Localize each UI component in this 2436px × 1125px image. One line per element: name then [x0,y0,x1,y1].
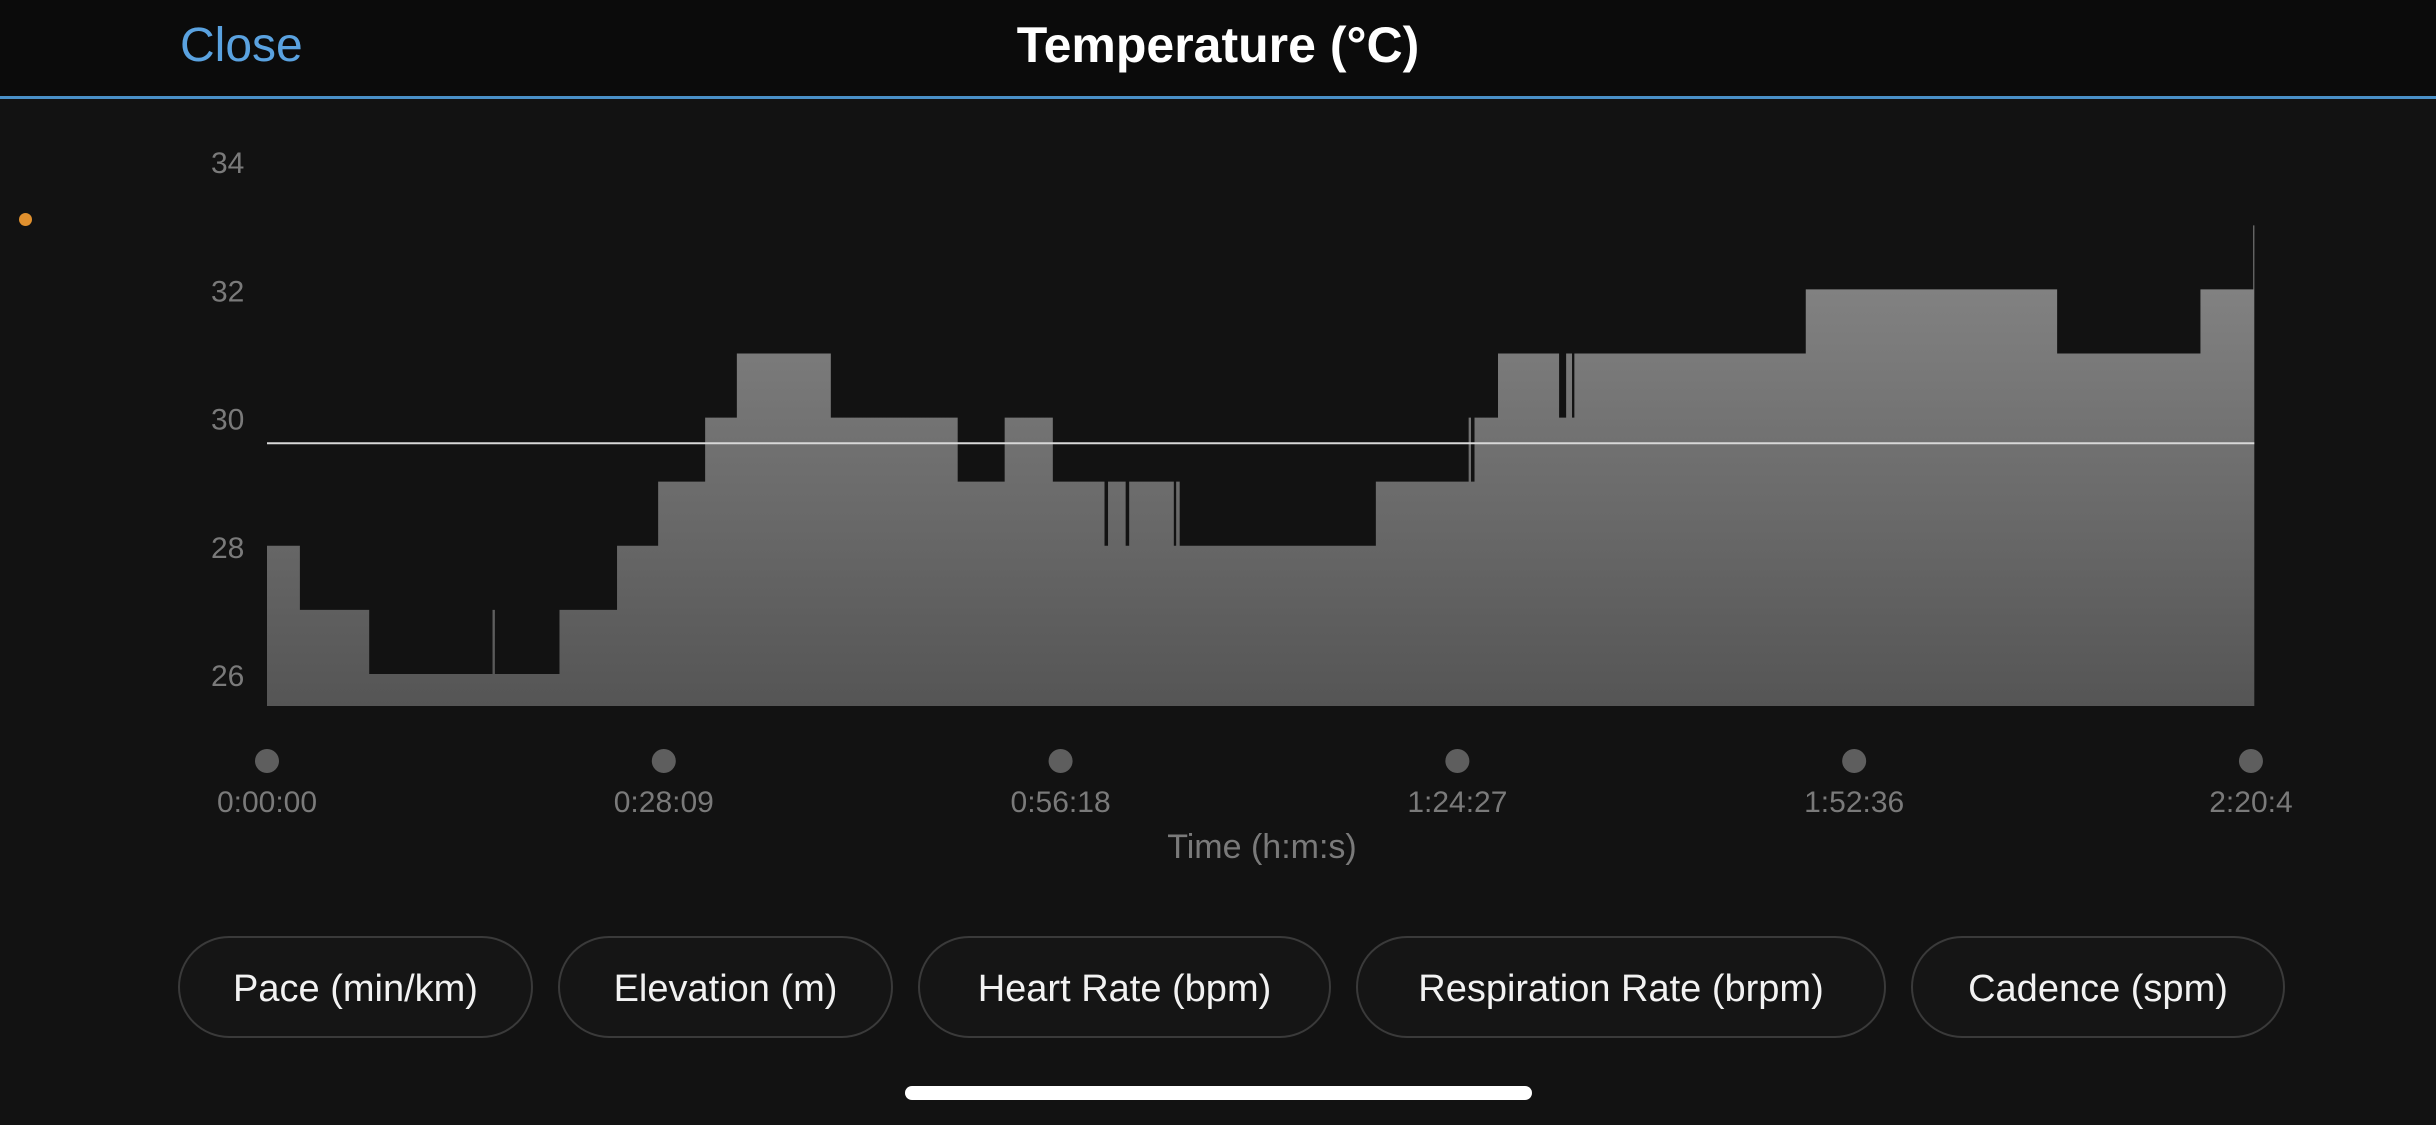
x-tick-label: 1:24:27 [1407,786,1507,819]
y-axis-ticks: 26 28 30 32 34 [211,147,244,693]
chip-heart-rate[interactable]: Heart Rate (bpm) [918,936,1331,1038]
x-tick-marker [1048,749,1073,773]
home-indicator [905,1086,1532,1100]
metric-selector: Pace (min/km) Elevation (m) Heart Rate (… [0,936,2436,1042]
page-title: Temperature (°C) [1016,17,1420,73]
close-button[interactable]: Close [180,19,303,72]
y-tick-label: 32 [211,275,244,308]
y-tick-label: 26 [211,660,244,693]
y-tick-label: 30 [211,404,244,437]
y-tick-label: 34 [211,147,244,180]
temperature-chart: 26 28 30 32 34 0:00:00 0:28:09 0:56:18 1:24:27 1… [211,147,2293,866]
x-tick-label: 0:00:00 [217,786,317,819]
x-tick-marker [1445,749,1470,773]
chip-elevation[interactable]: Elevation (m) [558,936,893,1038]
x-tick-label: 2:20:4 [2209,786,2292,819]
chip-respiration-rate[interactable]: Respiration Rate (brpm) [1356,936,1886,1038]
x-tick-label: 0:56:18 [1011,786,1111,819]
x-tick-marker [1842,749,1867,773]
y-tick-label: 28 [211,532,244,565]
series-indicator-dot [19,213,32,226]
temperature-area-series [267,225,2255,706]
x-axis-label: Time (h:m:s) [1167,828,1357,866]
header-bar: Close Temperature (°C) [0,0,2436,99]
x-tick-marker [2238,749,2263,773]
x-tick-label: 1:52:36 [1804,786,1904,819]
chip-pace[interactable]: Pace (min/km) [178,936,533,1038]
x-tick-marker [255,749,279,773]
x-tick-marker [651,749,676,773]
chip-cadence[interactable]: Cadence (spm) [1911,936,2285,1038]
x-axis-ticks: 0:00:00 0:28:09 0:56:18 1:24:27 1:52:36 2:20:… [217,749,2293,819]
x-tick-label: 0:28:09 [614,786,714,819]
